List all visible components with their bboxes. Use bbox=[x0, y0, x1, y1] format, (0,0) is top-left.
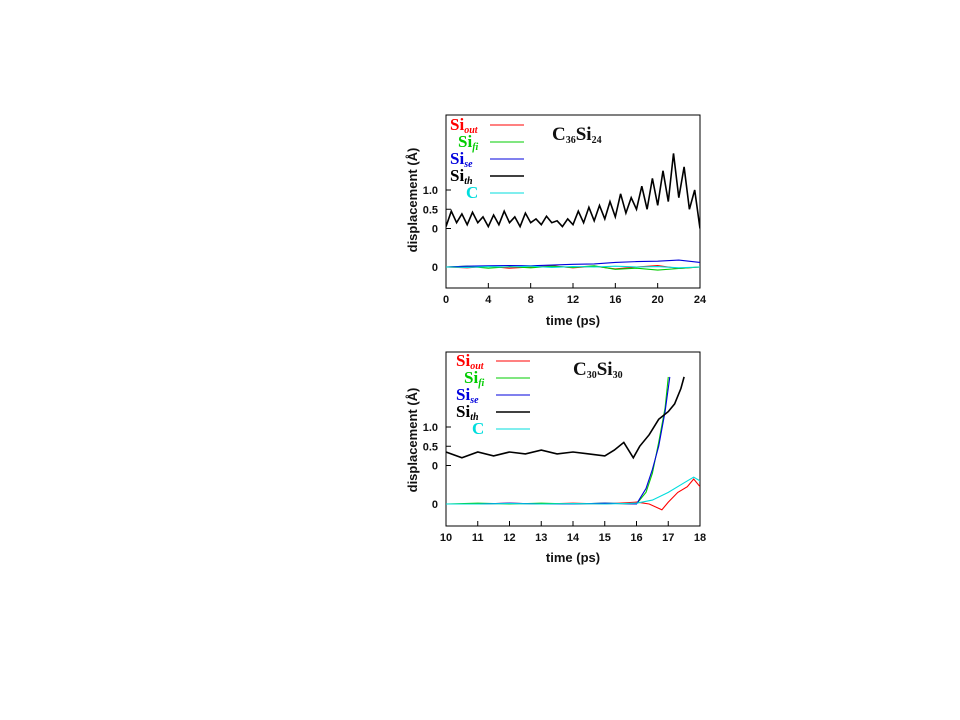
series-lines bbox=[446, 153, 700, 271]
legend-label: Sise bbox=[450, 149, 473, 170]
y-tick-label: 0.5 bbox=[423, 441, 438, 453]
series-line-fi bbox=[446, 376, 669, 505]
legend-label: Siout bbox=[450, 115, 479, 136]
x-tick-label: 10 bbox=[440, 532, 452, 544]
x-tick-label: 18 bbox=[694, 532, 706, 544]
y-axis-label: displacement (Å) bbox=[405, 148, 420, 253]
y-tick-label: 0 bbox=[432, 224, 438, 236]
legend-label: Siout bbox=[456, 351, 485, 372]
tick-labels: 10 11 12 13 14 15 16 17 18 1.0 0.5 0 0 bbox=[423, 422, 706, 544]
x-tick-label: 4 bbox=[485, 294, 492, 306]
series-line-se bbox=[446, 259, 700, 268]
legend-label: Sith bbox=[450, 166, 473, 187]
y-tick-label: 1.0 bbox=[423, 185, 438, 197]
x-tick-label: 12 bbox=[567, 294, 579, 306]
chart-bottom: 10 11 12 13 14 15 16 17 18 1.0 0.5 0 0 SioutSifiSise… bbox=[405, 351, 706, 565]
series-line-c bbox=[446, 476, 700, 505]
y-tick-label: 0 bbox=[432, 262, 438, 274]
x-tick-label: 20 bbox=[652, 294, 664, 306]
y-tick-label: 0 bbox=[432, 499, 438, 511]
series-line-c bbox=[446, 265, 700, 269]
y-tick-label: 0.5 bbox=[423, 204, 438, 216]
y-axis-label: displacement (Å) bbox=[405, 388, 420, 493]
series-line-out bbox=[446, 478, 700, 511]
x-axis-label: time (ps) bbox=[546, 313, 600, 328]
x-tick-label: 11 bbox=[472, 532, 484, 544]
x-tick-label: 0 bbox=[443, 294, 449, 306]
series-line-fi bbox=[446, 265, 700, 271]
x-tick-label: 16 bbox=[609, 294, 621, 306]
x-tick-label: 16 bbox=[630, 532, 642, 544]
x-axis-label: time (ps) bbox=[546, 550, 600, 565]
x-tick-label: 8 bbox=[528, 294, 534, 306]
series-line-th bbox=[446, 376, 685, 460]
x-tick-label: 14 bbox=[567, 532, 580, 544]
x-tick-label: 24 bbox=[694, 294, 707, 306]
legend-label: Sise bbox=[456, 385, 479, 406]
chart-title: C30Si30 bbox=[573, 359, 623, 381]
series-line-th bbox=[446, 153, 700, 229]
legend-label: Sifi bbox=[464, 368, 485, 389]
x-tick-label: 17 bbox=[662, 532, 674, 544]
legend-label: C bbox=[472, 419, 484, 438]
legend-label: C bbox=[466, 183, 478, 202]
legend-label: Sifi bbox=[458, 132, 479, 153]
series-line-se bbox=[446, 376, 671, 505]
x-tick-label: 15 bbox=[599, 532, 611, 544]
x-tick-label: 12 bbox=[503, 532, 515, 544]
legend-label: Sith bbox=[456, 402, 479, 423]
chart-title: C36Si24 bbox=[552, 124, 602, 146]
series-lines bbox=[446, 376, 700, 511]
y-tick-label: 1.0 bbox=[423, 422, 438, 434]
y-tick-label: 0 bbox=[432, 461, 438, 473]
x-tick-label: 13 bbox=[535, 532, 547, 544]
